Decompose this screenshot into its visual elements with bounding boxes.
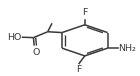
Text: NH₂: NH₂ bbox=[118, 44, 136, 53]
Text: F: F bbox=[76, 65, 81, 74]
Text: HO: HO bbox=[7, 33, 21, 41]
Text: F: F bbox=[82, 8, 88, 17]
Text: O: O bbox=[33, 48, 40, 57]
